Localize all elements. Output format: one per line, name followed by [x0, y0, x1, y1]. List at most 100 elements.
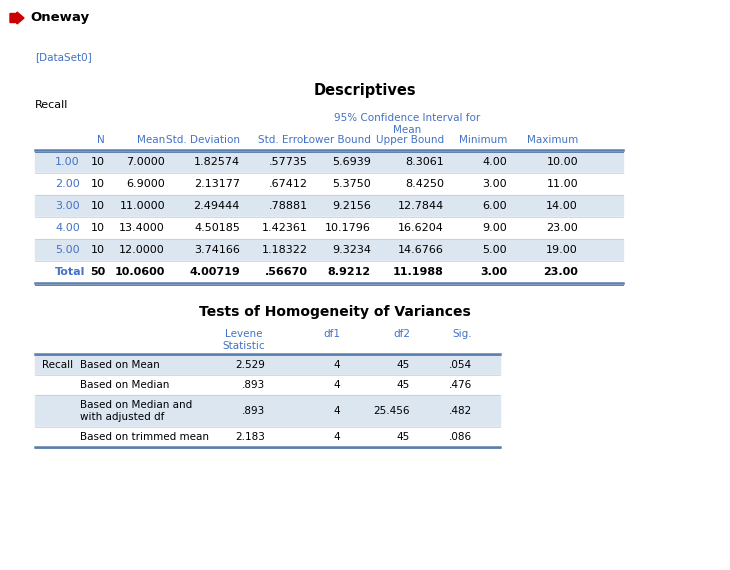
Text: 9.00: 9.00	[483, 223, 507, 233]
Text: 2.49444: 2.49444	[193, 201, 240, 211]
Text: 5.6939: 5.6939	[332, 157, 371, 167]
Text: 45: 45	[396, 360, 410, 370]
Text: Maximum: Maximum	[527, 135, 578, 145]
Text: 12.0000: 12.0000	[119, 245, 165, 255]
Text: 45: 45	[396, 380, 410, 390]
Text: Total: Total	[55, 267, 85, 277]
Text: 3.00: 3.00	[483, 179, 507, 189]
Text: 10.1796: 10.1796	[325, 223, 371, 233]
Bar	[35, 261, 623, 283]
Bar	[35, 173, 623, 194]
Text: Recall: Recall	[35, 100, 69, 110]
Text: 2.00: 2.00	[55, 179, 80, 189]
Text: 19.00: 19.00	[546, 245, 578, 255]
Text: 3.74166: 3.74166	[194, 245, 240, 255]
Text: 1.82574: 1.82574	[194, 157, 240, 167]
Text: 1.18322: 1.18322	[262, 245, 308, 255]
Text: 3.00: 3.00	[55, 201, 80, 211]
Text: .57735: .57735	[269, 157, 308, 167]
Text: 10: 10	[91, 245, 105, 255]
Text: 14.6766: 14.6766	[398, 245, 444, 255]
Bar	[35, 217, 623, 238]
Text: Levene
Statistic: Levene Statistic	[223, 329, 265, 351]
Text: 10.0600: 10.0600	[115, 267, 165, 277]
Text: 10: 10	[91, 201, 105, 211]
Text: Std. Error: Std. Error	[258, 135, 308, 145]
Text: 4.00719: 4.00719	[189, 267, 240, 277]
Text: 6.9000: 6.9000	[126, 179, 165, 189]
Text: 8.4250: 8.4250	[405, 179, 444, 189]
Text: 23.00: 23.00	[546, 223, 578, 233]
Text: 11.1988: 11.1988	[393, 267, 444, 277]
Text: Based on trimmed mean: Based on trimmed mean	[80, 432, 209, 442]
Text: 2.183: 2.183	[235, 432, 265, 442]
Text: 7.0000: 7.0000	[126, 157, 165, 167]
Text: N: N	[97, 135, 105, 145]
Text: 11.00: 11.00	[546, 179, 578, 189]
Text: 8.3061: 8.3061	[405, 157, 444, 167]
Text: 25.456: 25.456	[374, 406, 410, 416]
Text: Std. Deviation: Std. Deviation	[166, 135, 240, 145]
Text: Sig.: Sig.	[453, 329, 472, 339]
Text: .893: .893	[242, 380, 265, 390]
Bar	[35, 195, 623, 217]
Text: Based on Mean: Based on Mean	[80, 360, 160, 370]
Text: 2.529: 2.529	[235, 360, 265, 370]
Text: 14.00: 14.00	[546, 201, 578, 211]
Text: .482: .482	[449, 406, 472, 416]
Text: 10: 10	[91, 157, 105, 167]
Text: 4.00: 4.00	[55, 223, 80, 233]
Text: Descriptives: Descriptives	[314, 83, 416, 98]
Text: 6.00: 6.00	[483, 201, 507, 211]
Text: .67412: .67412	[269, 179, 308, 189]
Text: 12.7844: 12.7844	[398, 201, 444, 211]
Text: 4: 4	[334, 360, 340, 370]
Text: .086: .086	[449, 432, 472, 442]
Text: Upper Bound: Upper Bound	[376, 135, 444, 145]
Text: 10.00: 10.00	[546, 157, 578, 167]
Text: Tests of Homogeneity of Variances: Tests of Homogeneity of Variances	[199, 305, 471, 319]
Text: Minimum: Minimum	[458, 135, 507, 145]
Text: 4: 4	[334, 432, 340, 442]
Text: 4.00: 4.00	[483, 157, 507, 167]
Text: 23.00: 23.00	[543, 267, 578, 277]
Bar	[35, 427, 500, 446]
Text: 5.00: 5.00	[483, 245, 507, 255]
Text: 10: 10	[91, 223, 105, 233]
Text: 1.42361: 1.42361	[262, 223, 308, 233]
Bar	[35, 375, 500, 394]
Bar	[35, 239, 623, 260]
Text: 5.00: 5.00	[55, 245, 80, 255]
Bar	[35, 151, 623, 173]
Text: 2.13177: 2.13177	[194, 179, 240, 189]
Text: 16.6204: 16.6204	[398, 223, 444, 233]
Text: .78881: .78881	[269, 201, 308, 211]
Text: Lower Bound: Lower Bound	[303, 135, 371, 145]
Text: df2: df2	[393, 329, 410, 339]
Bar	[35, 395, 500, 426]
Text: .893: .893	[242, 406, 265, 416]
Text: .054: .054	[449, 360, 472, 370]
Text: .56670: .56670	[265, 267, 308, 277]
Text: 4: 4	[334, 406, 340, 416]
Text: 11.0000: 11.0000	[120, 201, 165, 211]
Text: df1: df1	[323, 329, 340, 339]
Text: Based on Median: Based on Median	[80, 380, 169, 390]
Text: 1.00: 1.00	[55, 157, 80, 167]
Text: 5.3750: 5.3750	[332, 179, 371, 189]
Text: 95% Confidence Interval for
Mean: 95% Confidence Interval for Mean	[334, 113, 480, 135]
Text: [DataSet0]: [DataSet0]	[35, 52, 92, 62]
Text: 4.50185: 4.50185	[194, 223, 240, 233]
Text: Recall: Recall	[42, 360, 73, 370]
Text: 45: 45	[396, 432, 410, 442]
Text: Mean: Mean	[137, 135, 165, 145]
Text: 3.00: 3.00	[480, 267, 507, 277]
Bar	[35, 355, 500, 374]
Text: .476: .476	[449, 380, 472, 390]
Text: 50: 50	[90, 267, 105, 277]
Text: 10: 10	[91, 179, 105, 189]
Text: 4: 4	[334, 380, 340, 390]
Text: Based on Median and
with adjusted df: Based on Median and with adjusted df	[80, 400, 192, 422]
FancyArrow shape	[10, 12, 24, 24]
Text: 13.4000: 13.4000	[119, 223, 165, 233]
